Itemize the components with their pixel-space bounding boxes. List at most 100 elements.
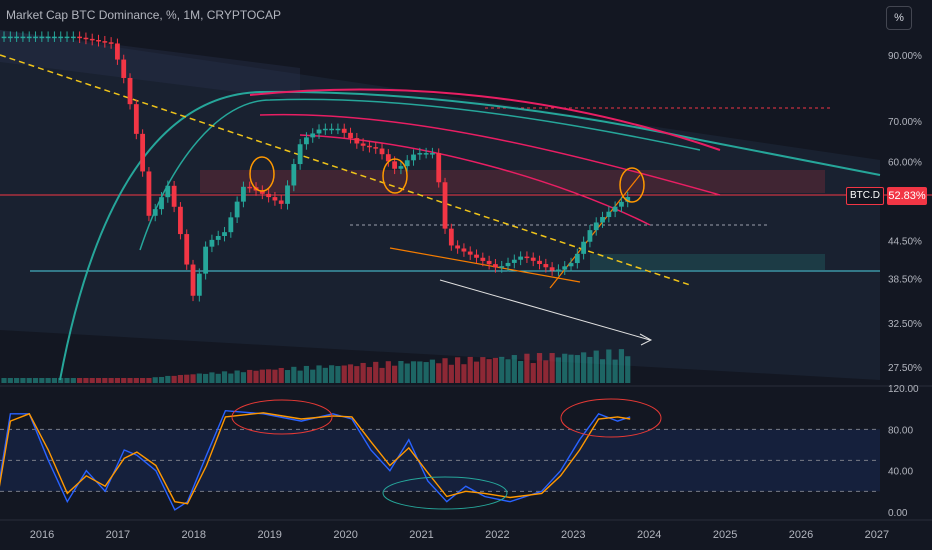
candle (329, 128, 335, 131)
volume-bar (89, 378, 95, 383)
candle (461, 248, 467, 252)
candle (33, 36, 38, 39)
time-tick-label: 2019 (257, 529, 281, 541)
volume-bar (7, 378, 13, 383)
candle (304, 137, 309, 145)
volume-bar (51, 378, 58, 383)
candle (543, 264, 549, 268)
time-tick-label: 2024 (637, 529, 661, 541)
candle (121, 59, 127, 78)
candle (259, 190, 265, 194)
candle (404, 160, 410, 167)
time-tick-label: 2027 (865, 529, 889, 541)
time-tick-label: 2021 (409, 529, 433, 541)
candle (524, 256, 530, 259)
volume-bar (177, 374, 184, 383)
volume-bar (618, 349, 625, 383)
volume-bar (240, 372, 247, 383)
candle (146, 171, 152, 216)
candle (140, 133, 146, 172)
stoch-tick-label: 80.00 (888, 425, 913, 436)
stoch-tick-label: 120.00 (888, 384, 919, 395)
volume-bar (568, 354, 574, 383)
candle (379, 148, 385, 155)
candle (354, 138, 360, 144)
candle (486, 260, 492, 265)
time-tick-label: 2018 (182, 529, 206, 541)
highlight-circle (249, 156, 275, 192)
stoch-d-line (0, 412, 631, 505)
candle (430, 153, 435, 155)
scale-mode-button[interactable]: % (886, 6, 912, 30)
candle (222, 232, 227, 236)
volume-bar (511, 355, 517, 383)
candle (96, 40, 101, 42)
volume-bar (335, 366, 341, 383)
candle (385, 154, 391, 162)
price-tick-label: 44.50% (888, 236, 922, 247)
volume-bar (215, 373, 221, 383)
candle (241, 186, 246, 202)
candle (285, 185, 290, 204)
volume-bar (303, 365, 310, 383)
chart-title: Market Cap BTC Dominance, %, 1M, CRYPTOC… (6, 8, 281, 22)
price-tick-label: 60.00% (888, 158, 922, 169)
volume-bar (165, 375, 171, 383)
candle (291, 164, 297, 186)
candle (266, 193, 272, 198)
candle (511, 259, 517, 263)
time-tick-label: 2017 (106, 529, 130, 541)
volume-bar (385, 361, 391, 383)
volume-bar (436, 363, 442, 383)
volume-bar (530, 363, 536, 383)
volume-bar (455, 357, 461, 383)
candle (335, 128, 341, 131)
candle (593, 222, 599, 231)
volume-bar (221, 371, 228, 383)
volume-bar (196, 373, 202, 383)
volume-bar (253, 370, 259, 383)
volume-bar (329, 365, 335, 383)
volume-bar (1, 378, 7, 383)
candle (152, 209, 158, 216)
volume-bar (146, 378, 152, 383)
candle (562, 266, 568, 270)
candle (499, 266, 505, 268)
time-tick-label: 2020 (333, 529, 357, 541)
candle (448, 228, 454, 246)
symbol-label: BTC.D (846, 187, 884, 205)
price-tick-label: 70.00% (888, 117, 922, 128)
candle (171, 185, 177, 207)
volume-bar (347, 364, 354, 383)
volume-bar (398, 360, 404, 383)
volume-bar (152, 377, 158, 383)
price-tick-label: 38.50% (888, 274, 922, 285)
candle (159, 197, 164, 210)
candle (442, 182, 448, 229)
candle (587, 230, 593, 242)
candle (423, 153, 429, 155)
candle (70, 36, 76, 39)
candle (600, 217, 605, 223)
volume-bar (14, 378, 20, 383)
volume-bar (234, 370, 240, 383)
channel-upper-band (0, 30, 300, 100)
price-tick-label: 32.50% (888, 319, 922, 330)
candle (373, 147, 379, 149)
candle (568, 263, 574, 267)
resistance-zone (200, 170, 825, 193)
volume-bar (373, 361, 379, 383)
volume-bar (45, 378, 51, 383)
overbought-ellipse-2019 (231, 399, 333, 435)
long-ma-curve (59, 90, 881, 381)
candle (530, 257, 536, 261)
volume-bar (64, 378, 70, 383)
volume-bar (341, 365, 347, 383)
candle (102, 41, 108, 43)
volume-bar (297, 370, 303, 383)
candle (89, 38, 95, 41)
candle (297, 144, 303, 165)
time-tick-label: 2023 (561, 529, 585, 541)
orange-support-line (389, 247, 581, 283)
